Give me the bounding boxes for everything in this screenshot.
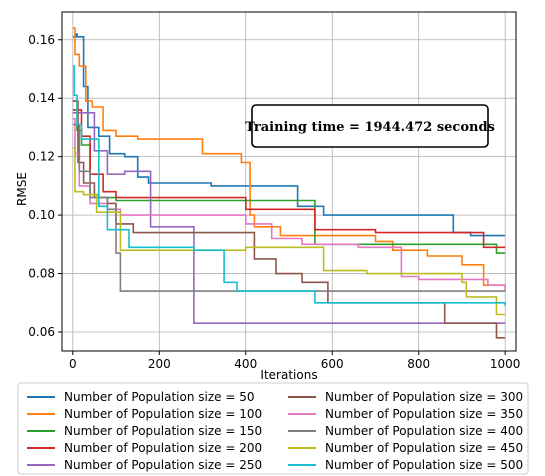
grid (62, 12, 516, 351)
x-axis-label: Iterations (260, 368, 317, 382)
legend-entry-label: Number of Population size = 50 (64, 390, 254, 404)
y-tick-label: 0.14 (28, 91, 55, 105)
annotation-box (251, 104, 489, 148)
series-line-10 (72, 65, 506, 306)
series-lines (72, 27, 506, 339)
legend: Number of Population size = 50 Number of … (17, 382, 529, 475)
x-tick-label: 800 (407, 357, 430, 371)
series-line-7 (72, 117, 506, 292)
plot-area-frame (61, 11, 517, 352)
y-tick-label: 0.06 (28, 325, 55, 339)
series-line-9 (72, 147, 506, 316)
legend-entry-label: Number of Population size = 150 (64, 424, 262, 438)
series-line-2 (72, 27, 506, 292)
annotation-text: Training time = 1944.472 seconds (245, 120, 495, 135)
legend-entry-label: Number of Population size = 300 (325, 390, 523, 404)
legend-entry-label: Number of Population size = 200 (64, 441, 262, 455)
training-time-annotation: Training time = 1944.472 seconds (245, 104, 495, 148)
legend-entry-label: Number of Population size = 400 (325, 424, 523, 438)
legend-entry-label: Number of Population size = 100 (64, 407, 262, 421)
y-tick-label: 0.12 (28, 150, 55, 164)
y-tick-label: 0.08 (28, 267, 55, 281)
legend-entry-label: Number of Population size = 250 (64, 458, 262, 472)
x-tick-label: 600 (321, 357, 344, 371)
x-tick-label: 1000 (490, 357, 521, 371)
series-line-5 (72, 112, 506, 324)
y-tick-label: 0.16 (28, 33, 55, 47)
x-tick-label: 400 (234, 357, 257, 371)
legend-frame (17, 382, 529, 475)
axis-ticks: 0 200 400 600 800 1000 0.06 0.08 0.10 0.12 0.14 0.1… (28, 33, 520, 371)
x-tick-label: 0 (69, 357, 77, 371)
series-line-4 (72, 109, 506, 249)
legend-entry-label: Number of Population size = 350 (325, 407, 523, 421)
series-line-8 (72, 123, 506, 292)
series-line-1 (72, 33, 506, 237)
legend-entry-label: Number of Population size = 500 (325, 458, 523, 472)
y-axis-label: RMSE (15, 172, 29, 206)
y-tick-label: 0.10 (28, 208, 55, 222)
x-tick-label: 200 (148, 357, 171, 371)
legend-entry-label: Number of Population size = 450 (325, 441, 523, 455)
